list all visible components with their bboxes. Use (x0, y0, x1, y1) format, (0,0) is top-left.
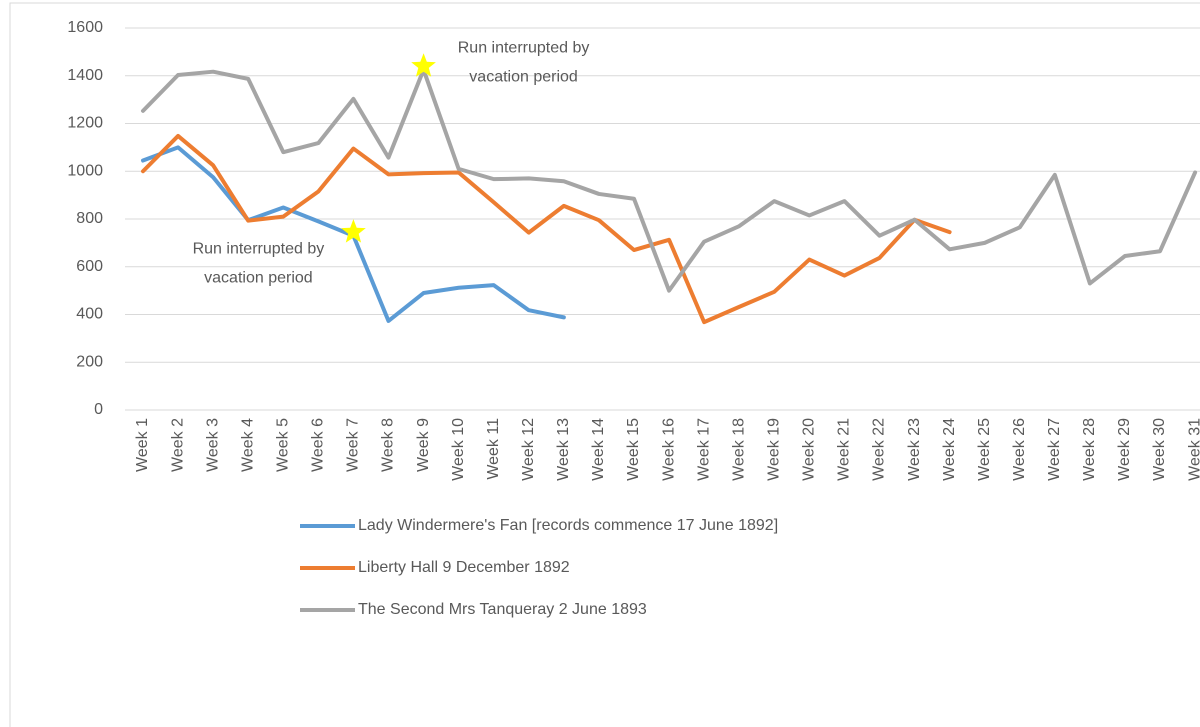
legend-label: Liberty Hall 9 December 1892 (358, 559, 570, 576)
x-tick-label: Week 19 (765, 418, 782, 481)
x-tick-label: Week 4 (239, 418, 256, 472)
x-tick-label: Week 9 (415, 418, 432, 472)
annotation-star (341, 219, 366, 243)
x-tick-label: Week 30 (1151, 418, 1168, 481)
y-tick-label: 200 (76, 353, 103, 370)
x-tick-label: Week 13 (555, 418, 572, 481)
x-tick-label: Week 26 (1011, 418, 1028, 481)
x-tick-label: Week 3 (204, 418, 221, 472)
x-tick-label: Week 17 (695, 418, 712, 481)
x-tick-label: Week 23 (906, 418, 923, 481)
x-tick-label: Week 5 (274, 418, 291, 472)
x-tick-label: Week 6 (310, 418, 327, 472)
x-tick-label: Week 7 (345, 418, 362, 472)
x-tick-label: Week 27 (1046, 418, 1063, 481)
legend-label: The Second Mrs Tanqueray 2 June 1893 (358, 601, 647, 618)
x-tick-label: Week 22 (871, 418, 888, 481)
y-tick-label: 600 (76, 258, 103, 275)
x-tick-label: Week 10 (450, 418, 467, 481)
x-tick-label: Week 2 (169, 418, 186, 472)
annotation-text: Run interrupted by (458, 39, 590, 56)
x-tick-label: Week 28 (1081, 418, 1098, 481)
x-tick-label: Week 29 (1116, 418, 1133, 481)
x-tick-label: Week 25 (976, 418, 993, 481)
legend-entry: Liberty Hall 9 December 1892 (300, 559, 570, 576)
y-tick-label: 400 (76, 306, 103, 323)
x-tick-label: Week 21 (836, 418, 853, 481)
x-tick-label: Week 8 (380, 418, 397, 472)
series-line (141, 133, 952, 325)
annotation-star (411, 53, 436, 77)
x-tick-label: Week 14 (590, 418, 607, 481)
x-tick-label: Week 18 (730, 418, 747, 481)
x-tick-label: Week 1 (134, 418, 151, 472)
y-tick-label: 1200 (67, 115, 103, 132)
legend-entry: Lady Windermere's Fan [records commence … (300, 517, 778, 534)
annotation-text: vacation period (204, 269, 313, 286)
annotation-text: vacation period (469, 68, 578, 85)
chart-border (9, 2, 1200, 727)
y-tick-label: 1600 (67, 19, 103, 36)
annotation-text: Run interrupted by (193, 240, 325, 257)
x-tick-label: Week 16 (660, 418, 677, 481)
x-tick-label: Week 15 (625, 418, 642, 481)
series-line (141, 67, 1198, 293)
legend-entry: The Second Mrs Tanqueray 2 June 1893 (300, 601, 647, 618)
y-tick-label: 800 (76, 210, 103, 227)
y-tick-label: 1000 (67, 162, 103, 179)
x-tick-label: Week 24 (941, 418, 958, 481)
y-tick-label: 1400 (67, 67, 103, 84)
x-tick-label: Week 31 (1186, 418, 1200, 481)
x-tick-label: Week 12 (520, 418, 537, 481)
x-tick-label: Week 11 (485, 418, 502, 480)
x-tick-label: Week 20 (801, 418, 818, 481)
legend-label: Lady Windermere's Fan [records commence … (358, 517, 778, 534)
y-tick-label: 0 (94, 401, 103, 418)
